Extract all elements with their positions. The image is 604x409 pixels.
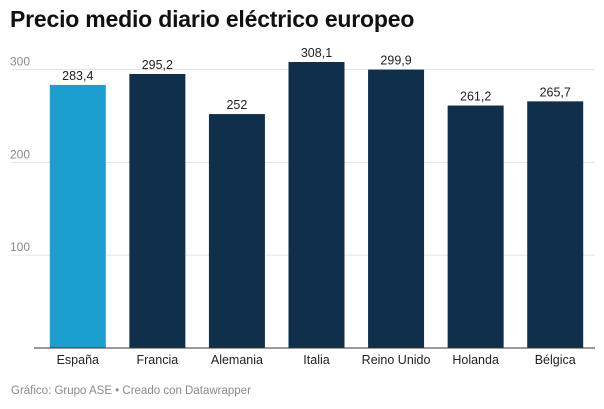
x-tick-label: Holanda [452,353,499,367]
value-label: 261,2 [460,90,491,104]
y-tick-label: 100 [10,240,30,254]
value-label: 295,2 [142,58,173,72]
bar [288,62,345,348]
x-tick-label: Francia [137,353,179,367]
x-tick-label: Bélgica [535,353,576,367]
value-label: 308,1 [301,46,332,60]
value-label: 265,7 [540,85,571,99]
bar [368,69,425,348]
bars [49,62,584,349]
y-axis-ticks: 100 200 300 [10,55,30,255]
value-label: 299,9 [380,54,411,68]
value-label: 283,4 [62,69,93,83]
value-labels: 283,4 295,2 252 308,1 299,9 261,2 265,7 [62,46,571,112]
chart-title: Precio medio diario eléctrico europeo [10,6,415,32]
bar [129,73,186,349]
x-tick-label: Alemania [211,353,263,367]
value-label: 252 [226,98,247,112]
x-tick-label: Reino Unido [362,353,431,367]
bar [49,84,106,348]
x-tick-label: España [57,353,99,367]
bar [447,105,504,349]
bar [208,114,265,348]
bar [527,101,584,349]
x-tick-label: Italia [303,353,329,367]
x-axis-labels: España Francia Alemania Italia Reino Unido Ho… [57,353,576,367]
bar-chart: 100 200 300 283,4 295,2 252 308,1 299,9 261,2 26… [10,46,595,367]
chart-footer: Gráfico: Grupo ASE • Creado con Datawrap… [11,385,251,397]
y-tick-label: 200 [10,147,30,161]
y-tick-label: 300 [10,55,30,69]
